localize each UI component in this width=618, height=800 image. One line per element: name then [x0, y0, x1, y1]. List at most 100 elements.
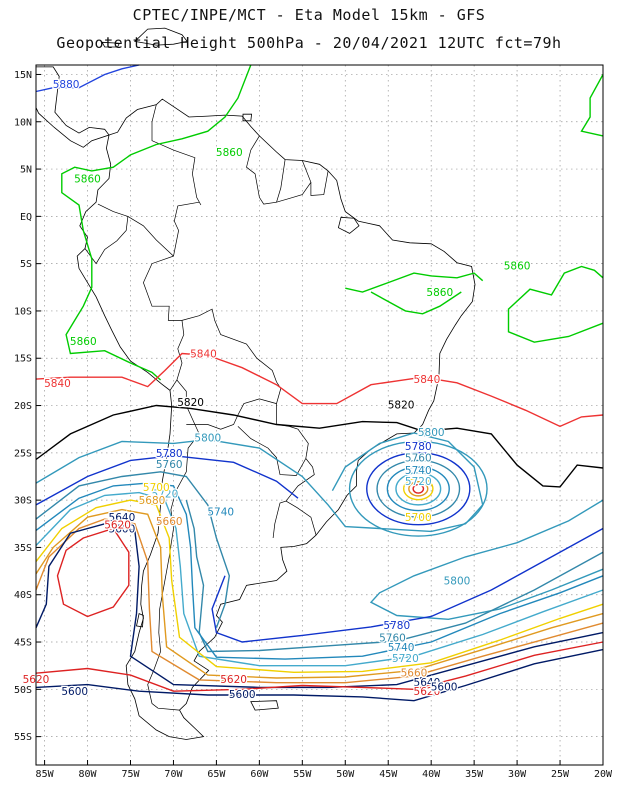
- lat-tick-label: 50S: [14, 685, 32, 696]
- lat-tick-label: 15S: [14, 354, 32, 365]
- contour-label: 5620: [104, 520, 131, 532]
- contour-line-5880: [35, 64, 140, 93]
- contour-labels: 5880 5860 5860 5860 5860 5860 5840 5840 5840 5820…: [21, 78, 531, 703]
- lon-tick-label: 25W: [551, 769, 570, 780]
- contour-line-5780: [211, 527, 604, 643]
- lon-tick-label: 45W: [379, 769, 398, 780]
- country-border: [127, 216, 174, 257]
- country-border: [246, 135, 286, 205]
- contour-label: 5720: [405, 476, 432, 488]
- contour-label: 5600: [61, 686, 88, 698]
- contour-label: 5600: [109, 524, 136, 536]
- lat-tick-label: 20S: [14, 401, 32, 412]
- contour-line-5640: [35, 523, 604, 689]
- contour-label: 5760: [405, 453, 432, 465]
- lat-tick-label: 30S: [14, 496, 32, 507]
- contour-label: 5740: [207, 507, 234, 519]
- contour-line-5720: [35, 491, 604, 667]
- country-border: [276, 160, 312, 203]
- contour-line-5620: [35, 641, 604, 692]
- contour-label: 5860: [70, 336, 97, 348]
- contour-label: 5640: [109, 512, 136, 524]
- lon-tick-label: 55W: [293, 769, 312, 780]
- jamaica-coast: [101, 41, 120, 48]
- contour-label: 5840: [44, 378, 71, 390]
- lon-tick-label: 65W: [207, 769, 226, 780]
- contour-line-5820: [35, 404, 604, 488]
- contour-label: 5820: [388, 400, 415, 412]
- contour-line-5600: [35, 648, 604, 702]
- lat-tick-label: 5S: [20, 259, 32, 270]
- contour-label: 5620: [220, 674, 247, 686]
- country-border: [285, 500, 317, 536]
- contour-label: 5800: [418, 427, 445, 439]
- contour-label: 5780: [383, 620, 410, 632]
- map-title: CPTEC/INPE/MCT - Eta Model 15km - GFS: [132, 6, 486, 24]
- contour-label: 5620: [414, 686, 441, 698]
- contour-label: 5840: [190, 349, 217, 361]
- contour-ring-5740: [386, 466, 450, 512]
- contour-label: 5600: [229, 689, 256, 701]
- lon-tick-label: 35W: [465, 769, 484, 780]
- lon-tick-label: 75W: [121, 769, 140, 780]
- map-subtitle: Geopotential Height 500hPa - 20/04/2021 …: [56, 34, 562, 52]
- contour-line-5660: [35, 518, 604, 684]
- contour-label: 5880: [53, 79, 80, 91]
- contour-ring-5780: [366, 452, 471, 526]
- country-border: [84, 203, 129, 265]
- contour-line-5860: [345, 272, 484, 293]
- contour-label: 5600: [431, 682, 458, 694]
- map-frame: [35, 64, 604, 766]
- contour-label: 5800: [194, 433, 221, 445]
- axis-ticks: 15N10N5NEQ5S10S15S20S25S30S35S40S45S50S5…: [14, 70, 613, 780]
- lat-tick-label: 40S: [14, 590, 32, 601]
- lon-tick-label: 80W: [79, 769, 98, 780]
- country-border: [143, 201, 282, 404]
- country-border: [169, 320, 185, 391]
- lat-tick-label: 45S: [14, 638, 32, 649]
- height-contours: [35, 64, 604, 702]
- chiloe-island: [136, 613, 144, 628]
- contour-line-5620: [56, 527, 130, 618]
- lat-tick-label: 55S: [14, 732, 32, 743]
- country-border: [186, 398, 277, 430]
- lat-tick-label: 35S: [14, 543, 32, 554]
- contour-label: 5740: [388, 642, 415, 654]
- contour-line-5860: [580, 74, 604, 137]
- contour-ring-5760: [376, 459, 461, 518]
- south-america-coast: [76, 98, 476, 740]
- contour-ring-5800: [348, 440, 488, 537]
- coastline-and-borders: [35, 27, 476, 740]
- contour-label: 5800: [444, 576, 471, 588]
- contour-label: 5820: [177, 397, 204, 409]
- contour-ring-5620: [412, 483, 425, 494]
- country-border: [310, 170, 329, 196]
- lon-tick-label: 60W: [250, 769, 269, 780]
- contour-label: 5760: [379, 632, 406, 644]
- lat-tick-label: 25S: [14, 448, 32, 459]
- contour-label: 5720: [392, 653, 419, 665]
- contour-line-5800: [369, 499, 604, 621]
- hispaniola-coast: [133, 27, 188, 46]
- lat-tick-label: 5N: [20, 165, 32, 176]
- lon-tick-label: 85W: [36, 769, 55, 780]
- contour-ring-5680: [408, 480, 429, 497]
- contour-ring-5700: [402, 477, 434, 501]
- contour-label: 5860: [216, 147, 243, 159]
- contour-line-5860: [370, 291, 462, 315]
- contour-line-5740: [35, 482, 604, 660]
- lon-tick-label: 70W: [164, 769, 183, 780]
- falklands-coast: [250, 700, 279, 711]
- contour-line-5760: [35, 471, 231, 629]
- lat-tick-label: EQ: [20, 212, 32, 223]
- country-border: [237, 403, 309, 476]
- contour-line-5780: [35, 454, 299, 506]
- lat-tick-label: 15N: [14, 70, 32, 81]
- lon-tick-label: 50W: [336, 769, 355, 780]
- contour-ring-5720: [395, 472, 442, 506]
- lon-tick-label: 20W: [594, 769, 613, 780]
- lat-tick-label: 10S: [14, 306, 32, 317]
- contour-line-5680: [35, 508, 604, 679]
- contour-line-5760: [185, 499, 604, 653]
